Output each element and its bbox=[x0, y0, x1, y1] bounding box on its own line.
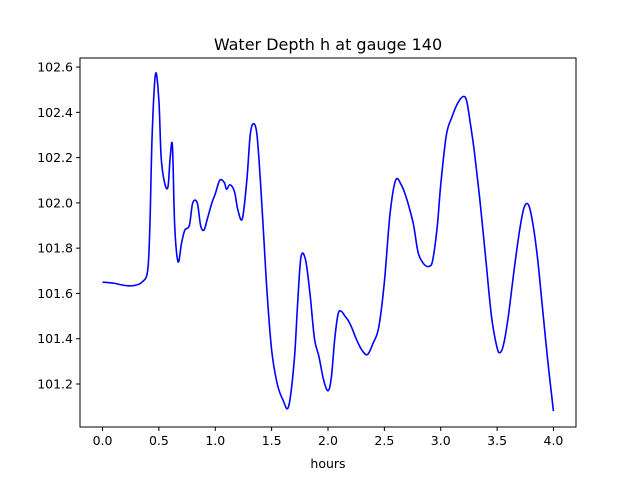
y-tick-label: 102.4 bbox=[37, 105, 73, 120]
y-tick-label: 101.2 bbox=[37, 376, 73, 391]
y-axis-ticks: 101.2 101.4 101.6 101.8 102.0 102.2 102.4 102.6 bbox=[37, 60, 80, 391]
x-tick-label: 2.5 bbox=[374, 433, 394, 448]
plot-frame bbox=[79, 57, 577, 428]
x-tick-label: 4.0 bbox=[544, 433, 564, 448]
x-tick-label: 2.0 bbox=[318, 433, 338, 448]
series-line bbox=[102, 72, 555, 412]
x-tick-label: 3.0 bbox=[431, 433, 451, 448]
y-tick-label: 102.2 bbox=[37, 150, 73, 165]
x-tick-label: 1.5 bbox=[262, 433, 282, 448]
x-axis-ticks: 0.0 0.5 1.0 1.5 2.0 2.5 3.0 3.5 4.0 bbox=[93, 427, 564, 448]
chart-title: Water Depth h at gauge 140 bbox=[214, 35, 442, 54]
x-axis-label: hours bbox=[310, 456, 345, 471]
plot-area bbox=[102, 72, 555, 412]
y-tick-label: 102.6 bbox=[37, 60, 73, 75]
x-tick-label: 0.0 bbox=[93, 433, 113, 448]
y-tick-label: 101.8 bbox=[37, 241, 73, 256]
y-tick-label: 102.0 bbox=[37, 195, 73, 210]
x-tick-label: 1.0 bbox=[205, 433, 225, 448]
y-tick-label: 101.4 bbox=[37, 331, 73, 346]
y-tick-label: 101.6 bbox=[37, 286, 73, 301]
x-tick-label: 0.5 bbox=[149, 433, 169, 448]
x-tick-label: 3.5 bbox=[487, 433, 507, 448]
